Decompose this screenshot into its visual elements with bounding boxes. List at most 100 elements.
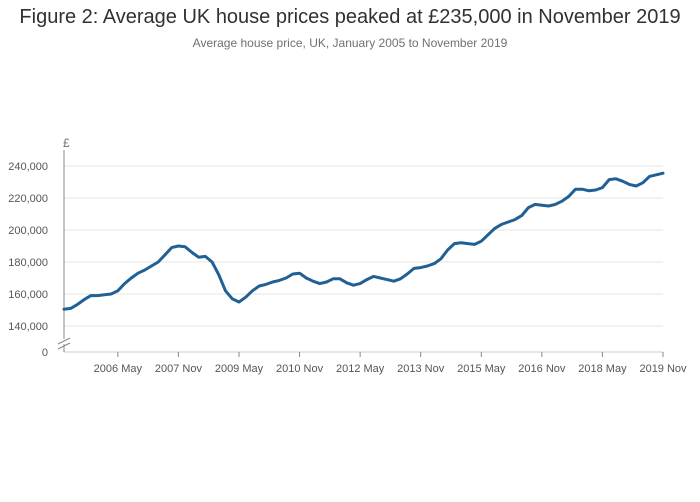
data-point[interactable] <box>647 173 653 179</box>
data-point[interactable] <box>458 240 464 246</box>
data-point[interactable] <box>317 281 323 287</box>
data-point[interactable] <box>478 238 484 244</box>
data-point[interactable] <box>519 213 525 219</box>
data-point[interactable] <box>559 198 565 204</box>
data-point[interactable] <box>135 270 141 276</box>
data-point[interactable] <box>566 193 572 199</box>
data-point[interactable] <box>579 186 585 192</box>
data-point[interactable] <box>546 203 552 209</box>
gridlines <box>64 165 663 353</box>
data-point[interactable] <box>256 283 262 289</box>
data-point[interactable] <box>243 294 249 300</box>
data-point[interactable] <box>465 241 471 247</box>
data-point[interactable] <box>532 201 538 207</box>
data-point[interactable] <box>175 243 181 249</box>
chart-title: Figure 2: Average UK house prices peaked… <box>19 6 681 28</box>
data-point[interactable] <box>270 279 276 285</box>
data-point[interactable] <box>640 180 646 186</box>
data-point[interactable] <box>196 254 202 260</box>
data-point[interactable] <box>223 288 229 294</box>
x-tick-label: 2015 May <box>457 363 506 375</box>
data-point[interactable] <box>68 305 74 311</box>
data-point[interactable] <box>552 201 558 207</box>
chart-subtitle: Average house price, UK, January 2005 to… <box>192 36 508 50</box>
data-point[interactable] <box>209 259 215 265</box>
data-point[interactable] <box>377 275 383 281</box>
data-point[interactable] <box>95 293 101 299</box>
data-point[interactable] <box>142 267 148 273</box>
data-point[interactable] <box>357 281 363 287</box>
y-tick-label: 180,000 <box>8 257 48 269</box>
data-point[interactable] <box>263 281 269 287</box>
data-point[interactable] <box>162 252 168 258</box>
data-point[interactable] <box>216 272 222 278</box>
data-point[interactable] <box>276 277 282 283</box>
data-point[interactable] <box>445 247 451 253</box>
data-point[interactable] <box>653 172 659 178</box>
data-point[interactable] <box>202 253 208 259</box>
data-point[interactable] <box>364 277 370 283</box>
data-point[interactable] <box>512 217 518 223</box>
data-point[interactable] <box>391 278 397 284</box>
data-point[interactable] <box>122 281 128 287</box>
data-point[interactable] <box>424 263 430 269</box>
data-point[interactable] <box>539 202 545 208</box>
data-point[interactable] <box>586 188 592 194</box>
data-point[interactable] <box>189 249 195 255</box>
data-point[interactable] <box>384 277 390 283</box>
data-point[interactable] <box>115 288 121 294</box>
data-point[interactable] <box>337 276 343 282</box>
data-point[interactable] <box>404 271 410 277</box>
data-point[interactable] <box>350 282 356 288</box>
data-point[interactable] <box>505 219 511 225</box>
data-point[interactable] <box>626 181 632 187</box>
data-point[interactable] <box>169 245 175 251</box>
data-point[interactable] <box>229 296 235 302</box>
data-point[interactable] <box>88 293 94 299</box>
data-point[interactable] <box>438 256 444 262</box>
data-point[interactable] <box>451 241 457 247</box>
data-point[interactable] <box>148 263 154 269</box>
data-point[interactable] <box>633 183 639 189</box>
data-point[interactable] <box>323 279 329 285</box>
data-point[interactable] <box>74 301 80 307</box>
data-point[interactable] <box>418 265 424 271</box>
data-point[interactable] <box>303 275 309 281</box>
axis-break-mark <box>57 342 71 350</box>
data-point[interactable] <box>344 280 350 286</box>
data-point[interactable] <box>573 186 579 192</box>
data-point[interactable] <box>498 221 504 227</box>
data-point[interactable] <box>182 244 188 250</box>
data-point[interactable] <box>398 276 404 282</box>
y-axis-ticks: 240,000 220,000 200,000 180,000 160,000 140,0… <box>8 161 48 359</box>
data-point[interactable] <box>431 261 437 267</box>
data-point[interactable] <box>81 297 87 303</box>
data-point[interactable] <box>249 288 255 294</box>
data-point[interactable] <box>371 273 377 279</box>
data-point[interactable] <box>593 187 599 193</box>
data-point[interactable] <box>310 278 316 284</box>
data-point[interactable] <box>283 275 289 281</box>
data-point[interactable] <box>606 177 612 183</box>
data-point[interactable] <box>485 232 491 238</box>
data-point[interactable] <box>411 265 417 271</box>
data-point[interactable] <box>620 178 626 184</box>
data-point[interactable] <box>492 225 498 231</box>
data-point[interactable] <box>155 259 161 265</box>
data-point[interactable] <box>525 205 531 211</box>
series-layer <box>61 170 666 312</box>
data-point[interactable] <box>61 306 67 312</box>
x-tick-label: 2016 Nov <box>518 363 566 375</box>
data-point[interactable] <box>330 276 336 282</box>
data-point[interactable] <box>613 176 619 182</box>
data-point[interactable] <box>660 170 666 176</box>
data-point[interactable] <box>297 270 303 276</box>
data-point[interactable] <box>472 241 478 247</box>
y-tick-label: 200,000 <box>8 225 48 237</box>
data-point[interactable] <box>101 292 107 298</box>
data-point[interactable] <box>599 185 605 191</box>
data-point[interactable] <box>108 291 114 297</box>
data-point[interactable] <box>128 275 134 281</box>
data-point[interactable] <box>290 271 296 277</box>
data-point[interactable] <box>236 299 242 305</box>
